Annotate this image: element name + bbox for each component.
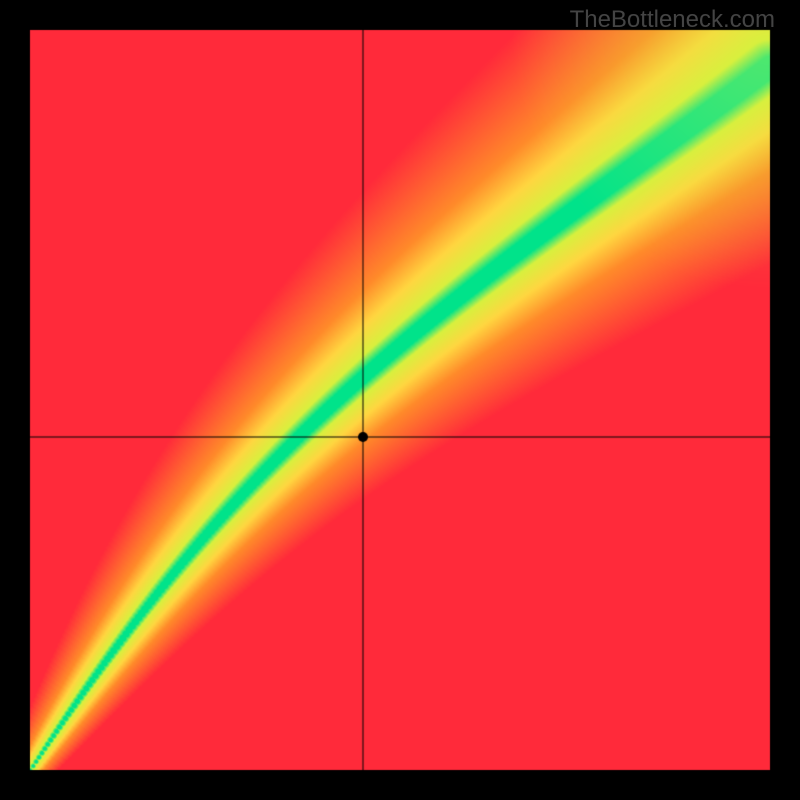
heatmap-canvas [0, 0, 800, 800]
watermark-text: TheBottleneck.com [570, 6, 775, 34]
chart-container: TheBottleneck.com [0, 0, 800, 800]
